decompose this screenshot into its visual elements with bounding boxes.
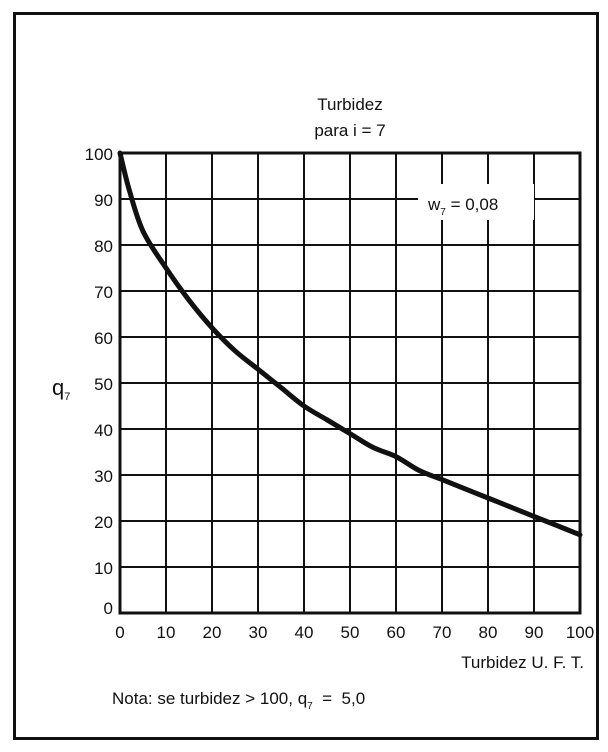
data-point bbox=[394, 455, 398, 459]
data-point bbox=[348, 432, 352, 436]
x-tick-label: 10 bbox=[157, 623, 176, 642]
data-point bbox=[210, 326, 214, 330]
data-point bbox=[187, 298, 191, 302]
data-point bbox=[486, 496, 490, 500]
annotation-label: w7 = 0,08 bbox=[427, 195, 498, 218]
annotation-rest: = 0,08 bbox=[446, 195, 498, 214]
x-tick-label: 70 bbox=[433, 623, 452, 642]
y-tick-label: 20 bbox=[94, 513, 113, 532]
series-line bbox=[117, 150, 583, 538]
x-tick-label: 30 bbox=[249, 623, 268, 642]
y-tick-label: 70 bbox=[94, 283, 113, 302]
data-point bbox=[440, 478, 444, 482]
chart-title: Turbidez bbox=[317, 95, 383, 114]
y-tick-label: 80 bbox=[94, 237, 113, 256]
data-point bbox=[578, 533, 582, 537]
annotation-main: w bbox=[427, 195, 441, 214]
y-axis-label-main: q bbox=[52, 375, 64, 400]
chart-subtitle: para i = 7 bbox=[314, 121, 385, 140]
data-point bbox=[279, 386, 283, 390]
y-tick-label: 0 bbox=[104, 599, 113, 618]
x-tick-label: 90 bbox=[525, 623, 544, 642]
x-tick-label: 60 bbox=[387, 623, 406, 642]
data-point bbox=[256, 367, 260, 371]
data-point bbox=[371, 445, 375, 449]
y-tick-label: 90 bbox=[94, 191, 113, 210]
x-tick-label: 50 bbox=[341, 623, 360, 642]
y-tick-label: 30 bbox=[94, 467, 113, 486]
x-tick-label: 0 bbox=[115, 623, 124, 642]
data-point bbox=[532, 514, 536, 518]
data-point bbox=[509, 505, 513, 509]
series-layer bbox=[117, 150, 583, 538]
data-point bbox=[463, 487, 467, 491]
data-point bbox=[127, 188, 131, 192]
y-axis-label-sub: 7 bbox=[64, 391, 70, 403]
annotation-box bbox=[418, 184, 534, 220]
data-point bbox=[233, 349, 237, 353]
x-tick-labels: 0 10 20 30 40 50 60 70 80 90 100 bbox=[115, 623, 594, 642]
footnote-suffix: = 5,0 bbox=[313, 689, 365, 708]
data-point bbox=[118, 151, 122, 155]
figure-frame bbox=[13, 12, 599, 740]
y-tick-label: 100 bbox=[85, 145, 113, 164]
plot-border bbox=[118, 151, 582, 615]
data-point bbox=[302, 404, 306, 408]
footnote: Nota: se turbidez > 100, q7 = 5,0 bbox=[112, 689, 365, 712]
grid-layer bbox=[120, 153, 580, 613]
footnote-prefix: Nota: se turbidez > 100, q bbox=[112, 689, 307, 708]
y-tick-label: 10 bbox=[94, 559, 113, 578]
y-axis-label: q7 bbox=[52, 375, 70, 403]
data-point bbox=[141, 229, 145, 233]
data-point bbox=[417, 468, 421, 472]
data-point bbox=[555, 524, 559, 528]
data-point bbox=[325, 418, 329, 422]
y-tick-label: 40 bbox=[94, 421, 113, 440]
x-tick-label: 20 bbox=[203, 623, 222, 642]
x-axis-label: Turbidez U. F. T. bbox=[461, 653, 584, 672]
annotation-sub: 7 bbox=[440, 207, 446, 218]
y-tick-label: 60 bbox=[94, 329, 113, 348]
y-tick-labels: 0 10 20 30 40 50 60 70 80 90 100 bbox=[85, 145, 113, 618]
x-tick-label: 80 bbox=[479, 623, 498, 642]
data-point bbox=[164, 266, 168, 270]
footnote-sub: 7 bbox=[307, 701, 313, 712]
x-tick-label: 100 bbox=[566, 623, 594, 642]
x-tick-label: 40 bbox=[295, 623, 314, 642]
y-tick-label: 50 bbox=[94, 375, 113, 394]
